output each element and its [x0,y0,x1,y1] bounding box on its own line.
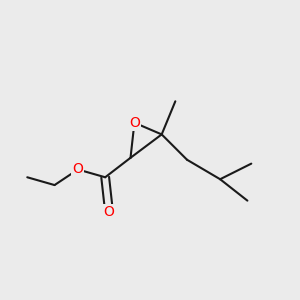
Text: O: O [129,116,140,130]
Text: O: O [104,205,115,219]
Text: O: O [73,163,83,176]
